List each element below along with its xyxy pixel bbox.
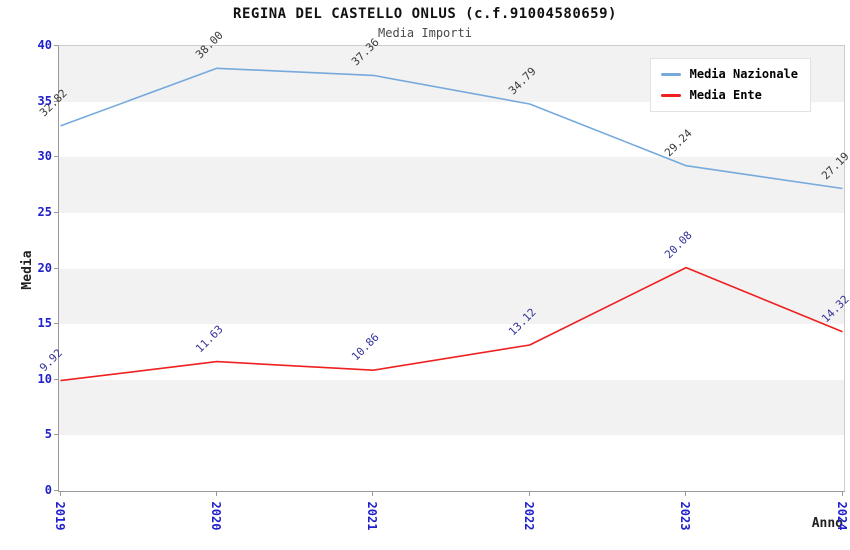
y-tick-label: 40	[37, 38, 52, 52]
chart-title: REGINA DEL CASTELLO ONLUS (c.f.910045806…	[233, 6, 617, 22]
tick-mark	[841, 491, 843, 496]
legend: Media Nazionale Media Ente	[649, 58, 811, 112]
x-tick-label: 2024	[834, 501, 849, 531]
tick-mark	[215, 491, 217, 496]
y-tick-label: 0	[44, 483, 52, 497]
legend-item: Media Nazionale	[660, 67, 798, 81]
x-tick-label: 2022	[521, 501, 536, 531]
plot-area: Media Nazionale Media Ente 32.82 38.00 37.3…	[37, 29, 850, 492]
plot-band	[59, 157, 844, 213]
tick-mark	[54, 45, 58, 46]
tick-mark	[54, 100, 58, 102]
tick-mark	[54, 378, 58, 380]
tick-mark	[372, 491, 374, 496]
chart-subtitle: Media Importi	[378, 26, 472, 40]
tick-mark	[54, 156, 58, 158]
y-tick-label: 15	[37, 316, 52, 331]
x-axis-label: Anno	[811, 516, 843, 531]
legend-swatch-icon	[660, 93, 681, 97]
legend-item-label: Media Nazionale	[689, 67, 798, 81]
y-tick-label: 10	[37, 371, 52, 386]
tick-mark	[54, 323, 58, 325]
legend-item: Media Ente	[660, 88, 798, 102]
x-tick-label: 2023	[678, 501, 693, 531]
plot-band	[59, 212, 844, 269]
y-tick-label: 5	[44, 427, 52, 442]
tick-mark	[685, 491, 687, 496]
y-tick-label: 25	[37, 204, 52, 219]
tick-mark	[59, 491, 61, 496]
plot-band	[59, 268, 844, 325]
plot-band	[59, 435, 844, 491]
x-tick-label: 2020	[208, 501, 223, 531]
line-series-svg	[60, 67, 843, 382]
x-tick-label: 2019	[52, 501, 67, 531]
tick-mark	[528, 491, 530, 496]
legend-item-label: Media Ente	[689, 88, 762, 102]
y-tick-label: 20	[37, 260, 52, 275]
tick-mark	[54, 490, 58, 491]
tick-mark	[54, 267, 58, 269]
plot-band	[59, 324, 844, 380]
y-tick-label: 30	[37, 149, 52, 164]
y-tick-label: 35	[37, 93, 52, 108]
tick-mark	[54, 434, 58, 436]
plot-band	[59, 379, 844, 436]
series-line-media-nazionale	[60, 67, 843, 190]
series-line-media-ente	[60, 266, 843, 382]
tick-mark	[54, 211, 58, 213]
legend-swatch-icon	[660, 72, 681, 76]
x-tick-label: 2021	[365, 501, 380, 531]
